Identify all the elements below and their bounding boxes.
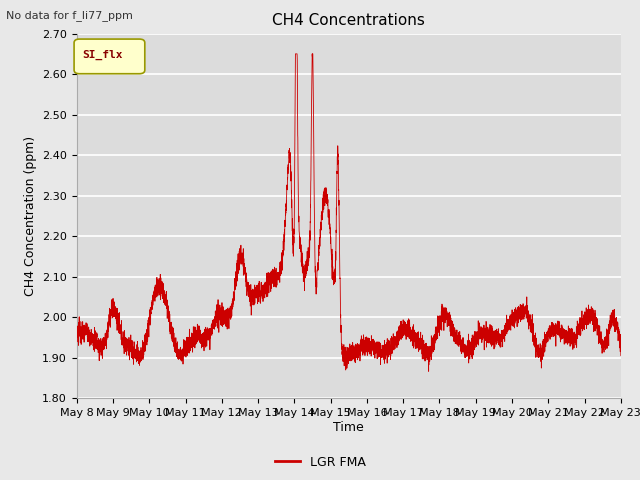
Title: CH4 Concentrations: CH4 Concentrations xyxy=(273,13,425,28)
Y-axis label: CH4 Concentration (ppm): CH4 Concentration (ppm) xyxy=(24,136,36,296)
FancyBboxPatch shape xyxy=(74,39,145,74)
Legend: LGR FMA: LGR FMA xyxy=(269,451,371,474)
Text: SI_flx: SI_flx xyxy=(82,50,123,60)
X-axis label: Time: Time xyxy=(333,421,364,434)
Text: No data for f_li77_ppm: No data for f_li77_ppm xyxy=(6,10,133,21)
